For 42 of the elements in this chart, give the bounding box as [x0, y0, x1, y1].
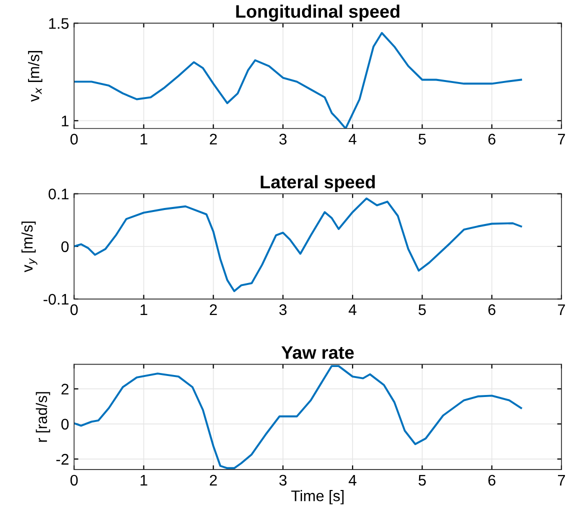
x-tick-label: 2: [210, 134, 217, 144]
y-axis-title: v$_{y}$ [m/s]: [21, 222, 38, 272]
x-tick-label: 6: [488, 474, 496, 486]
x-tick-label: 5: [418, 304, 426, 316]
y-tick-label: 0.1: [48, 188, 68, 200]
x-tick-label: 1: [140, 474, 148, 486]
y-tick-label: -0.1: [44, 294, 68, 305]
x-tick-label: 2: [210, 474, 217, 486]
x-tick-label: 0: [70, 304, 78, 316]
x-tick-label: 6: [488, 134, 496, 145]
x-tick-label: 3: [279, 304, 287, 316]
line-series: [74, 198, 522, 292]
line-series: [74, 365, 522, 470]
y-axis-title: r [rad/s]: [36, 392, 50, 442]
x-tick-label: 3: [279, 474, 287, 486]
x-tick-label: 7: [558, 304, 565, 315]
y-tick-label: 0: [61, 418, 69, 430]
x-tick-label: 5: [418, 134, 426, 145]
x-tick-label: 4: [348, 134, 356, 144]
chart-title: Lateral speed: [260, 175, 375, 192]
x-tick-label: 7: [558, 134, 565, 144]
x-tick-label: 0: [70, 474, 78, 486]
x-tick-label: 3: [279, 134, 287, 145]
x-tick-label: 1: [140, 134, 148, 144]
y-axis-title: v$_{x}$ [m/s]: [28, 51, 42, 102]
y-tick-label: 2: [62, 384, 68, 394]
x-tick-label: 1: [140, 304, 148, 315]
x-tick-label: 0: [70, 134, 78, 145]
x-tick-label: 4: [348, 474, 356, 486]
y-tick-label: 0: [61, 241, 69, 252]
y-tick-label: 1: [62, 116, 68, 126]
chart-title: Longitudinal speed: [236, 4, 400, 22]
x-tick-label: 6: [488, 304, 496, 316]
x-tick-label: 2: [210, 304, 217, 315]
x-tick-label: 4: [348, 304, 356, 315]
x-tick-label: 7: [558, 474, 565, 486]
chart-title: Yaw rate: [281, 346, 354, 359]
x-tick-label: 5: [418, 474, 426, 486]
y-tick-label: 1.5: [49, 18, 69, 29]
x-axis-title: Time [s]: [291, 490, 344, 504]
line-series: [74, 32, 522, 128]
y-tick-label: -2: [56, 454, 68, 465]
